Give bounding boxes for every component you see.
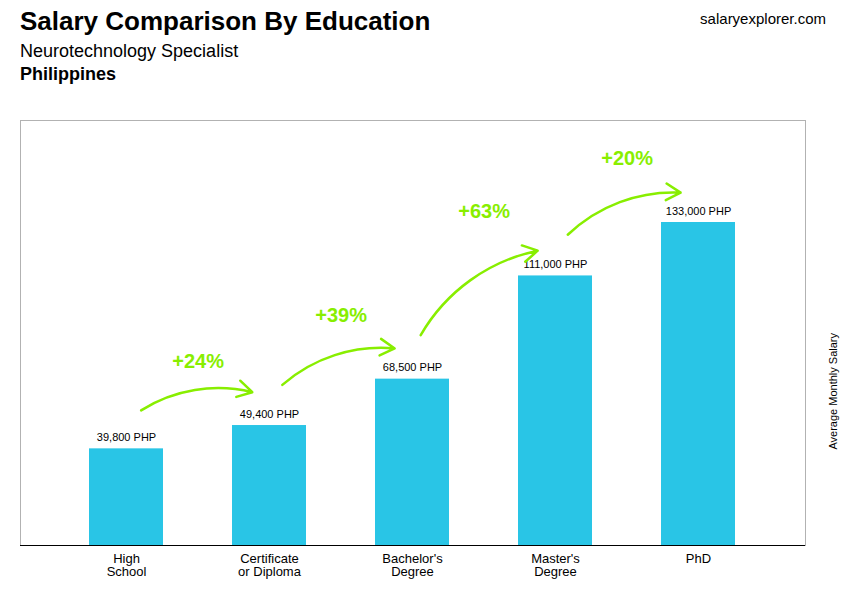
svg-text:39,800 PHP: 39,800 PHP — [97, 431, 156, 443]
svg-text:133,000 PHP: 133,000 PHP — [666, 205, 731, 217]
svg-text:68,500 PHP: 68,500 PHP — [383, 361, 442, 373]
html-text:salaryexplorer.com: salaryexplorer.com — [700, 10, 826, 27]
svg-text:PhD: PhD — [686, 551, 711, 566]
svg-text:HighSchool: HighSchool — [107, 551, 147, 579]
html-text:Salary Comparison By Education: Salary Comparison By Education — [20, 6, 431, 36]
svg-text:+20%: +20% — [601, 147, 653, 169]
html-text:Philippines: Philippines — [20, 64, 116, 84]
svg-text:Bachelor'sDegree: Bachelor'sDegree — [382, 551, 443, 579]
svg-text:Master'sDegree: Master'sDegree — [531, 551, 580, 579]
svg-text:+39%: +39% — [315, 304, 367, 326]
svg-text:49,400 PHP: 49,400 PHP — [240, 408, 299, 420]
svg-text:Certificateor Diploma: Certificateor Diploma — [238, 551, 302, 579]
svg-text:111,000 PHP: 111,000 PHP — [524, 258, 588, 270]
html-text:Neurotechnology Specialist: Neurotechnology Specialist — [20, 41, 239, 61]
svg-text:+24%: +24% — [172, 350, 224, 372]
svg-text:+63%: +63% — [458, 200, 510, 222]
svg-text:Average Monthly Salary: Average Monthly Salary — [827, 333, 839, 450]
